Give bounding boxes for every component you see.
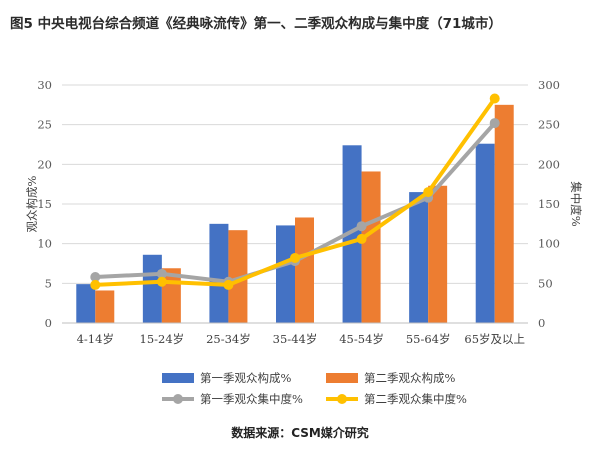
bar-2 (494, 104, 514, 323)
legend-label: 第二季观众构成% (364, 371, 455, 385)
bar-2 (228, 230, 248, 323)
x-tick-label: 4-14岁 (77, 332, 114, 346)
line-point-2 (356, 233, 367, 244)
y-tick-label-right: 200 (538, 157, 560, 171)
y-axis-title-left: 观众构成% (25, 175, 39, 232)
bar-1 (76, 284, 96, 323)
line-point-1 (489, 118, 500, 129)
legend-label: 第二季观众集中度% (364, 392, 467, 406)
line-point-2 (290, 252, 300, 263)
y-tick-label-left: 30 (37, 78, 52, 92)
line-point-2 (423, 187, 434, 198)
bar-1 (475, 143, 495, 323)
bar-2 (361, 171, 381, 323)
y-tick-label-left: 15 (37, 197, 52, 211)
y-tick-label-right: 50 (538, 276, 553, 290)
line-point-1 (90, 271, 101, 282)
x-tick-label: 65岁及以上 (464, 332, 525, 346)
legend-label: 第一季观众构成% (200, 371, 291, 385)
y-tick-label-left: 20 (37, 157, 52, 171)
line-point-1 (156, 268, 167, 279)
x-tick-label: 55-64岁 (406, 332, 451, 346)
legend-swatch-marker (173, 394, 183, 404)
x-tick-label: 35-44岁 (273, 332, 318, 346)
bar-1 (342, 145, 362, 323)
y-tick-label-left: 10 (37, 237, 52, 251)
x-tick-label: 25-34岁 (206, 332, 251, 346)
bar-2 (295, 217, 314, 323)
bar-2 (95, 290, 115, 323)
legend-swatch-bar (162, 373, 194, 383)
line-point-2 (489, 93, 500, 104)
y-tick-label-left: 0 (45, 316, 52, 330)
bar-1 (409, 192, 429, 323)
bar-1 (276, 225, 295, 323)
line-point-1 (356, 221, 367, 232)
y-tick-label-right: 250 (538, 118, 560, 132)
legend-label: 第一季观众集中度% (200, 392, 303, 406)
line-point-2 (223, 279, 234, 290)
chart-title: 图5 中央电视台综合频道《经典咏流传》第一、二季观众构成与集中度（71城市） (10, 16, 502, 32)
y-tick-label-left: 25 (37, 118, 52, 132)
line-point-2 (156, 276, 167, 287)
line-point-2 (90, 279, 101, 290)
y-tick-label-right: 0 (538, 316, 545, 330)
y-tick-label-right: 300 (538, 78, 560, 92)
bar-1 (142, 254, 162, 323)
y-tick-label-right: 100 (538, 237, 560, 251)
x-tick-label: 15-24岁 (140, 332, 185, 346)
legend-swatch-marker (337, 394, 347, 404)
bar-1 (209, 223, 229, 323)
y-axis-title-right: 集中度% (569, 181, 583, 226)
y-tick-label-right: 150 (538, 197, 560, 211)
bar-2 (428, 185, 448, 323)
legend-swatch-bar (326, 373, 358, 383)
x-tick-label: 45-54岁 (339, 332, 384, 346)
source-note: 数据来源：CSM媒介研究 (231, 426, 369, 440)
y-tick-label-left: 5 (45, 276, 52, 290)
